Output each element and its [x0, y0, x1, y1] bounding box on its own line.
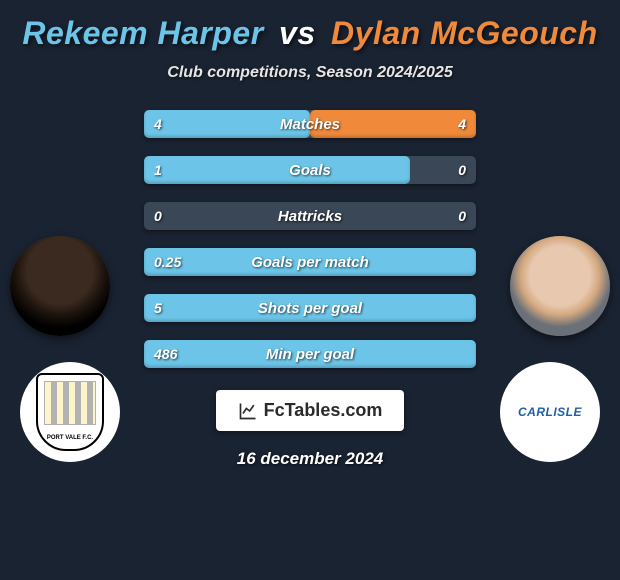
stat-row: 10Goals — [144, 156, 476, 184]
chart-icon — [238, 401, 258, 421]
stat-row: 0.25Goals per match — [144, 248, 476, 276]
player2-photo — [510, 236, 610, 336]
stat-label: Shots per goal — [144, 294, 476, 322]
player1-club-badge: PORT VALE F.C. — [20, 362, 120, 462]
player1-name: Rekeem Harper — [22, 15, 263, 51]
stat-bars: 44Matches 10Goals 00Hattricks 0.25Goals per… — [144, 110, 476, 368]
player2-club-badge: CARLISLE — [500, 362, 600, 462]
vs-text: vs — [279, 15, 316, 51]
stat-row: 44Matches — [144, 110, 476, 138]
snapshot-date: 16 december 2024 — [237, 449, 384, 469]
portvale-crest: PORT VALE F.C. — [36, 373, 104, 451]
stat-row: 00Hattricks — [144, 202, 476, 230]
comparison-title: Rekeem Harper vs Dylan McGeouch — [22, 15, 597, 52]
stat-label: Goals — [144, 156, 476, 184]
stat-row: 5Shots per goal — [144, 294, 476, 322]
subtitle: Club competitions, Season 2024/2025 — [167, 64, 452, 82]
stat-label: Matches — [144, 110, 476, 138]
stat-label: Min per goal — [144, 340, 476, 368]
portvale-crest-text: PORT VALE F.C. — [47, 435, 93, 441]
stat-label: Goals per match — [144, 248, 476, 276]
player1-avatar — [10, 236, 110, 336]
stats-panel: PORT VALE F.C. CARLISLE 44Matches10Goals… — [0, 110, 620, 368]
player1-photo — [10, 236, 110, 336]
stat-row: 486Min per goal — [144, 340, 476, 368]
brand-text: FcTables.com — [264, 400, 383, 421]
brand-badge[interactable]: FcTables.com — [216, 390, 405, 431]
player2-name: Dylan McGeouch — [331, 15, 598, 51]
carlisle-crest-text: CARLISLE — [518, 405, 582, 419]
stat-label: Hattricks — [144, 202, 476, 230]
player2-avatar — [510, 236, 610, 336]
